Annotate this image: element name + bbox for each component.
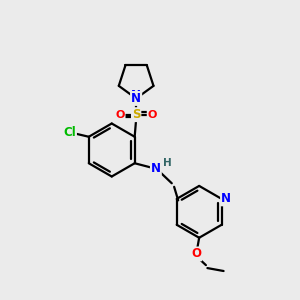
Text: N: N [221, 192, 231, 206]
Text: N: N [131, 89, 141, 102]
Text: S: S [132, 108, 140, 121]
Text: N: N [131, 92, 141, 105]
Text: Cl: Cl [63, 126, 76, 139]
Text: O: O [191, 248, 201, 260]
Text: H: H [163, 158, 171, 168]
Text: O: O [148, 110, 157, 120]
Text: O: O [115, 110, 124, 120]
Text: N: N [151, 162, 161, 175]
